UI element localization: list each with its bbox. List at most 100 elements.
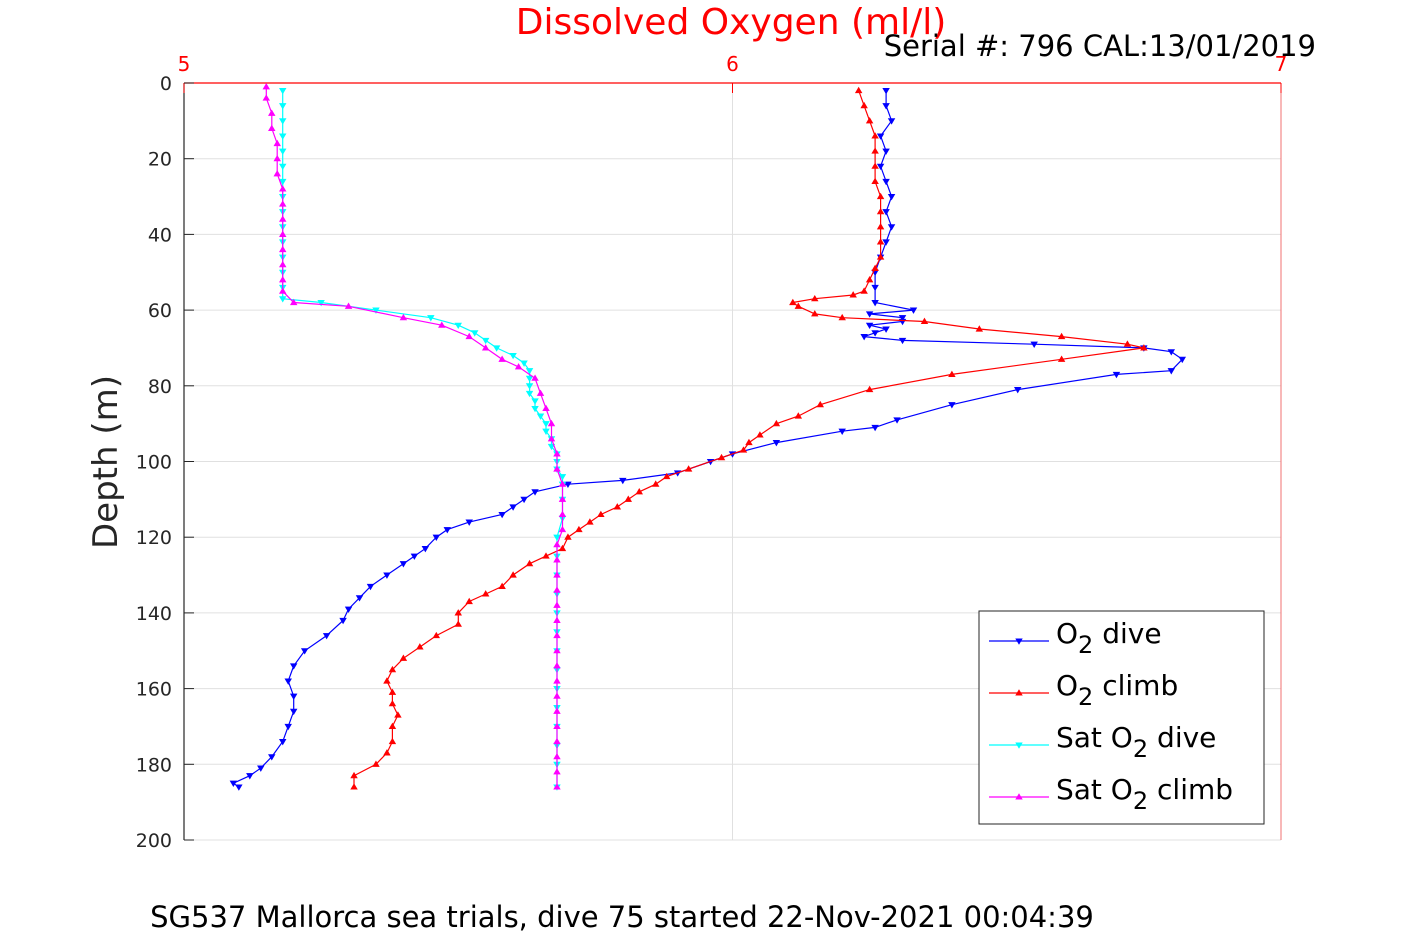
data-point [882,239,890,246]
data-point [558,480,567,487]
chart-caption: SG537 Mallorca sea trials, dive 75 start… [150,900,1094,934]
legend-marker [1015,742,1023,749]
data-point [1123,340,1132,347]
legend-box [978,610,1265,825]
legend-item: O2 climb [989,669,1178,711]
data-point [344,302,353,309]
data-point [289,298,298,306]
data-point [553,646,561,654]
legend-marker [1015,638,1023,645]
data-point [816,400,824,408]
data-point [871,147,879,154]
data-point [388,688,397,695]
data-point [871,330,879,337]
data-point [794,412,803,419]
data-point [279,88,287,95]
data-point [498,355,506,362]
data-point [279,178,287,186]
data-point [865,117,874,124]
data-point [684,465,693,472]
data-point [289,663,298,670]
data-point [525,559,534,567]
series-2 [279,88,567,791]
series-1 [350,86,1148,790]
data-point [438,321,446,328]
data-point [871,284,879,292]
data-point [279,287,287,294]
data-point [279,215,287,222]
y-tick-label: 180 [136,754,172,776]
data-point [558,525,567,533]
data-point [553,601,561,608]
data-point [372,760,380,767]
legend-label: Sat O2 dive [1056,721,1216,763]
chart-subtitle: Serial #: 796 CAL:13/01/2019 [884,29,1316,63]
y-tick-label: 120 [136,527,172,549]
data-point [597,510,605,518]
data-point [871,177,879,184]
data-point [871,264,879,272]
data-point [849,291,857,298]
data-point [399,561,408,568]
data-point [553,737,561,745]
data-point [882,209,890,216]
data-point [876,163,885,171]
data-point [279,148,287,155]
data-point [372,307,380,314]
data-point [553,540,561,548]
data-point [509,571,517,578]
data-point [871,132,879,139]
data-point [635,487,643,495]
data-point [279,276,287,283]
data-point [366,583,375,591]
legend-item: O2 dive [989,617,1162,659]
data-point [383,572,391,579]
data-point [514,363,523,370]
data-point [246,773,254,780]
data-point [279,296,287,303]
data-point [454,322,462,330]
data-point [383,749,391,756]
data-point [350,783,358,790]
data-point [1178,356,1186,364]
data-point [893,417,901,424]
data-point [838,313,846,321]
data-point [317,299,325,307]
data-point [756,431,764,438]
data-point [542,552,550,559]
data-point [388,722,397,729]
data-point [871,424,879,432]
data-point [399,654,408,661]
data-point [871,299,879,307]
data-point [399,313,408,321]
y-tick-label: 100 [136,452,172,474]
data-point [454,609,462,616]
data-point [279,245,287,253]
data-point [279,133,287,140]
data-point [388,737,397,745]
data-point [553,722,561,729]
data-point [553,692,561,699]
data-point [624,495,633,502]
legend: O2 dive O2 climb Sat O2 dive Sat O2 climb [978,610,1265,825]
data-point [558,510,567,518]
data-point [882,326,890,333]
data-point [553,534,561,541]
data-point [509,352,517,360]
data-point [355,595,364,602]
data-point [772,440,781,447]
data-point [876,223,885,230]
legend-marker [1015,793,1023,800]
series-layer [229,82,1186,791]
legend-marker [1015,689,1023,696]
data-point [284,723,292,731]
data-point [492,345,501,352]
data-point [789,298,797,306]
data-point [339,617,347,625]
data-point [948,370,956,377]
data-point [876,192,885,200]
data-point [279,163,287,171]
data-point [553,768,561,775]
chart-title: Dissolved Oxygen (ml/l) [516,2,947,43]
